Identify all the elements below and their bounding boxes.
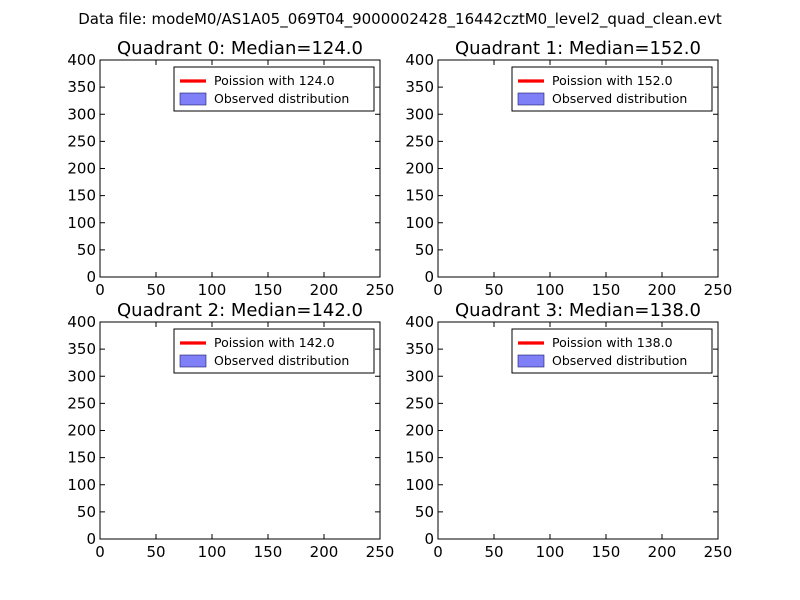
y-tick-label: 250 xyxy=(405,394,434,412)
y-tick-label: 400 xyxy=(67,51,96,69)
legend-observed-swatch xyxy=(517,92,545,106)
x-tick-label: 0 xyxy=(95,543,105,561)
figure-suptitle: Data file: modeM0/AS1A05_069T04_90000024… xyxy=(78,10,722,29)
y-tick-label: 300 xyxy=(405,105,434,123)
y-tick-label: 400 xyxy=(405,313,434,331)
y-tick-label: 200 xyxy=(405,160,434,178)
x-tick-label: 50 xyxy=(146,281,165,299)
x-tick-label: 100 xyxy=(198,543,227,561)
x-tick-label: 250 xyxy=(366,543,395,561)
x-tick-label: 250 xyxy=(366,281,395,299)
y-tick-label: 100 xyxy=(405,476,434,494)
legend: Poission with 152.0 Observed distribution xyxy=(511,66,713,112)
legend-observed-label: Observed distribution xyxy=(552,91,687,106)
y-tick-label: 350 xyxy=(67,78,96,96)
y-tick-label: 250 xyxy=(405,132,434,150)
legend-frame xyxy=(173,66,375,112)
legend-poisson-label: Poission with 138.0 xyxy=(552,335,673,350)
x-tick-label: 200 xyxy=(310,281,339,299)
subplot-quadrant-2: 0 50 100 150 200 250 0 50 100 150 200 250 300 350 400 Q… xyxy=(67,300,394,561)
legend-poisson-label: Poission with 142.0 xyxy=(214,335,335,350)
x-tick-label: 100 xyxy=(536,281,565,299)
y-tick-label: 0 xyxy=(424,530,434,548)
x-tick-label: 0 xyxy=(433,543,443,561)
x-tick-label: 200 xyxy=(648,281,677,299)
y-tick-label: 50 xyxy=(77,241,96,259)
subplot-title: Quadrant 0: Median=124.0 xyxy=(117,38,363,59)
legend: Poission with 138.0 Observed distribution xyxy=(511,328,713,374)
y-tick-label: 350 xyxy=(405,340,434,358)
x-tick-label: 0 xyxy=(95,281,105,299)
x-tick-label: 200 xyxy=(310,543,339,561)
subplot-quadrant-0: 0 50 100 150 200 250 0 50 100 150 200 250 300 350 400 Q… xyxy=(67,38,394,299)
legend: Poission with 142.0 Observed distribution xyxy=(173,328,375,374)
y-tick-label: 0 xyxy=(424,268,434,286)
legend-observed-label: Observed distribution xyxy=(214,91,349,106)
x-tick-label: 0 xyxy=(433,281,443,299)
legend-frame xyxy=(511,66,713,112)
y-tick-label: 150 xyxy=(67,187,96,205)
y-tick-label: 0 xyxy=(86,268,96,286)
legend-observed-swatch xyxy=(517,354,545,368)
y-tick-label: 100 xyxy=(67,476,96,494)
subplot-quadrant-3: 0 50 100 150 200 250 0 50 100 150 200 250 300 350 400 Q… xyxy=(405,300,732,561)
subplot-title: Quadrant 2: Median=142.0 xyxy=(117,300,363,321)
y-tick-label: 300 xyxy=(67,367,96,385)
y-tick-label: 250 xyxy=(67,394,96,412)
y-tick-label: 100 xyxy=(67,214,96,232)
legend-poisson-label: Poission with 124.0 xyxy=(214,73,335,88)
y-tick-label: 350 xyxy=(405,78,434,96)
subplot-title: Quadrant 1: Median=152.0 xyxy=(455,38,701,59)
y-tick-label: 100 xyxy=(405,214,434,232)
y-tick-label: 200 xyxy=(67,160,96,178)
y-tick-label: 300 xyxy=(67,105,96,123)
x-tick-label: 50 xyxy=(146,543,165,561)
subplot-quadrant-1: 0 50 100 150 200 250 0 50 100 150 200 250 300 350 400 Q… xyxy=(405,38,732,299)
legend-frame xyxy=(511,328,713,374)
x-tick-label: 50 xyxy=(484,543,503,561)
x-tick-label: 150 xyxy=(592,281,621,299)
x-tick-label: 100 xyxy=(536,543,565,561)
subplot-title: Quadrant 3: Median=138.0 xyxy=(455,300,701,321)
x-tick-label: 150 xyxy=(254,543,283,561)
y-tick-label: 400 xyxy=(67,313,96,331)
legend-observed-label: Observed distribution xyxy=(214,353,349,368)
y-tick-label: 150 xyxy=(405,187,434,205)
x-tick-label: 250 xyxy=(704,281,733,299)
x-tick-label: 50 xyxy=(484,281,503,299)
y-tick-label: 150 xyxy=(405,449,434,467)
y-tick-label: 0 xyxy=(86,530,96,548)
y-tick-label: 200 xyxy=(405,422,434,440)
y-tick-label: 400 xyxy=(405,51,434,69)
legend-observed-swatch xyxy=(179,92,207,106)
y-tick-label: 150 xyxy=(67,449,96,467)
y-tick-label: 300 xyxy=(405,367,434,385)
legend: Poission with 124.0 Observed distribution xyxy=(173,66,375,112)
y-tick-label: 200 xyxy=(67,422,96,440)
legend-observed-label: Observed distribution xyxy=(552,353,687,368)
x-tick-label: 250 xyxy=(704,543,733,561)
x-tick-label: 100 xyxy=(198,281,227,299)
y-tick-label: 50 xyxy=(415,241,434,259)
legend-frame xyxy=(173,328,375,374)
x-tick-label: 150 xyxy=(592,543,621,561)
x-tick-label: 150 xyxy=(254,281,283,299)
y-tick-label: 50 xyxy=(415,503,434,521)
legend-poisson-label: Poission with 152.0 xyxy=(552,73,673,88)
x-tick-label: 200 xyxy=(648,543,677,561)
subplot-grid: 0 50 100 150 200 250 0 50 100 150 200 250 300 350 400 Q… xyxy=(67,38,732,561)
y-tick-label: 50 xyxy=(77,503,96,521)
legend-observed-swatch xyxy=(179,354,207,368)
y-tick-label: 250 xyxy=(67,132,96,150)
y-tick-label: 350 xyxy=(67,340,96,358)
